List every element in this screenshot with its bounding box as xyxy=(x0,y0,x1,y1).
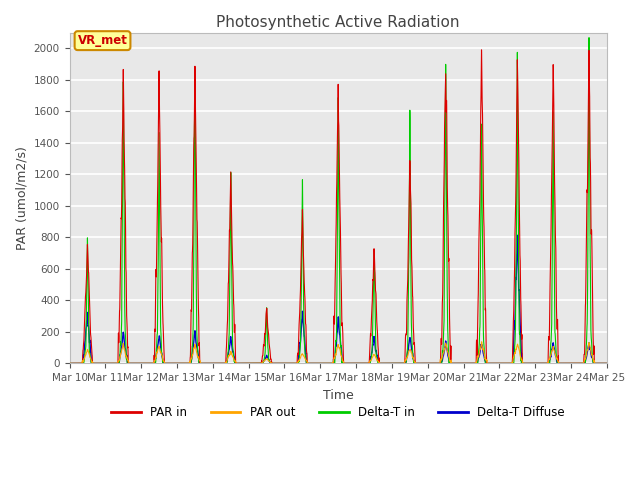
Title: Photosynthetic Active Radiation: Photosynthetic Active Radiation xyxy=(216,15,460,30)
Y-axis label: PAR (umol/m2/s): PAR (umol/m2/s) xyxy=(15,146,28,250)
Text: VR_met: VR_met xyxy=(77,34,127,47)
Legend: PAR in, PAR out, Delta-T in, Delta-T Diffuse: PAR in, PAR out, Delta-T in, Delta-T Dif… xyxy=(107,401,570,424)
X-axis label: Time: Time xyxy=(323,389,354,402)
